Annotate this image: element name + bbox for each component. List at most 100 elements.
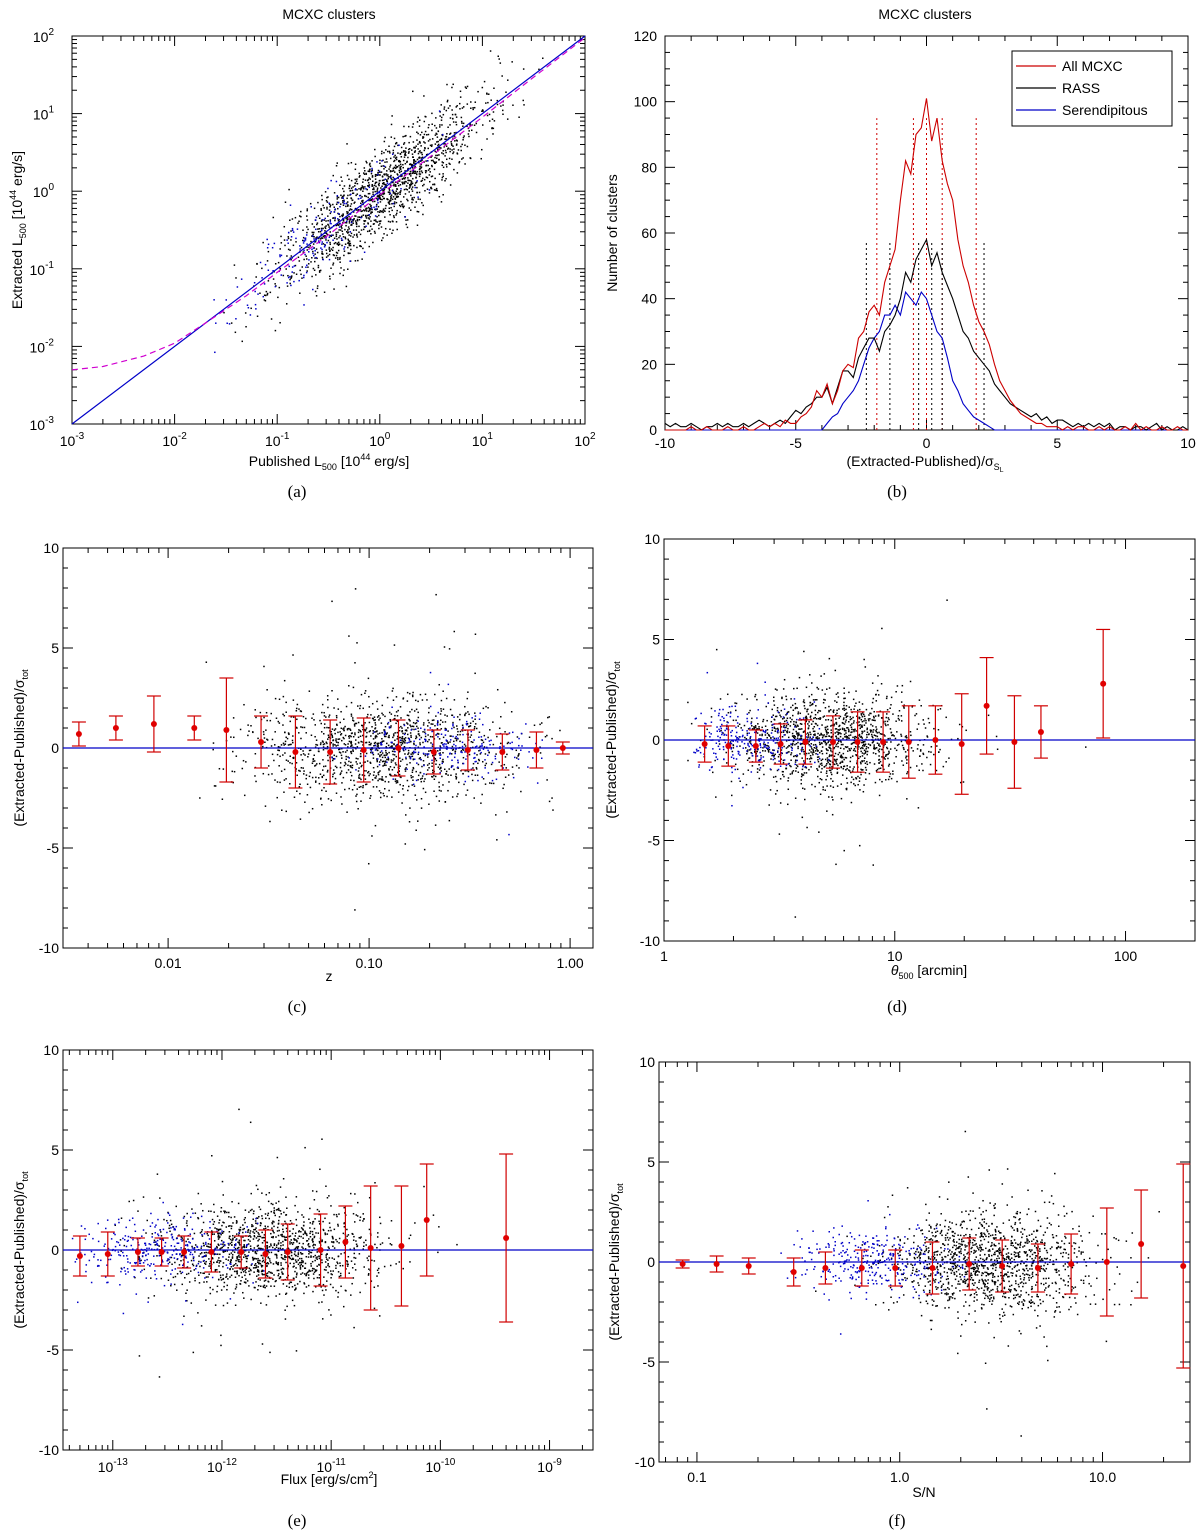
data-point xyxy=(269,719,272,722)
data-point xyxy=(492,743,495,746)
data-point xyxy=(307,263,310,265)
data-point xyxy=(320,220,323,222)
data-point xyxy=(322,743,325,746)
data-point xyxy=(459,108,461,110)
data-point xyxy=(428,803,430,805)
data-point xyxy=(276,781,279,783)
data-point xyxy=(383,233,385,235)
data-point xyxy=(321,251,323,253)
data-point xyxy=(333,288,335,290)
data-point xyxy=(406,160,408,163)
data-point xyxy=(438,146,440,149)
data-point xyxy=(233,264,236,266)
data-point xyxy=(432,159,434,162)
data-point xyxy=(453,168,455,171)
data-point xyxy=(358,188,360,190)
data-point xyxy=(395,782,398,784)
data-point xyxy=(462,726,464,729)
data-point xyxy=(397,771,399,774)
data-point xyxy=(265,290,268,293)
data-point xyxy=(390,761,393,763)
data-point xyxy=(355,209,358,211)
data-point xyxy=(247,306,250,309)
data-point xyxy=(820,759,823,762)
data-point xyxy=(295,710,298,712)
data-point xyxy=(371,702,374,705)
data-point xyxy=(785,726,787,729)
data-point xyxy=(372,766,375,769)
data-point xyxy=(297,256,300,259)
data-point xyxy=(415,145,417,147)
data-point xyxy=(425,773,428,776)
data-point xyxy=(785,767,787,770)
data-point xyxy=(447,742,449,745)
data-point xyxy=(377,779,379,782)
data-point xyxy=(388,726,391,728)
data-point xyxy=(445,163,448,166)
data-point xyxy=(318,228,321,230)
data-point xyxy=(428,750,430,752)
data-point xyxy=(810,751,812,753)
data-point xyxy=(396,743,399,746)
data-point xyxy=(354,189,357,191)
data-point xyxy=(343,199,345,202)
data-point xyxy=(819,793,822,796)
data-point xyxy=(352,719,354,721)
data-point xyxy=(312,760,314,763)
data-point xyxy=(384,761,386,763)
data-point xyxy=(300,737,302,740)
data-point xyxy=(336,724,338,726)
data-point xyxy=(442,153,445,155)
data-point xyxy=(846,715,849,717)
data-point xyxy=(375,775,378,777)
data-point xyxy=(448,781,450,783)
data-point xyxy=(369,730,371,732)
data-point xyxy=(791,704,794,707)
data-point xyxy=(378,719,380,721)
data-point xyxy=(284,752,286,754)
data-point xyxy=(390,774,392,777)
data-point xyxy=(379,198,382,201)
data-point xyxy=(331,756,334,759)
data-point xyxy=(773,704,776,706)
data-point xyxy=(404,753,406,755)
data-point xyxy=(481,739,484,742)
data-point xyxy=(816,756,819,758)
data-point xyxy=(337,202,340,204)
data-point xyxy=(510,711,513,713)
data-point xyxy=(424,754,427,757)
data-point xyxy=(333,211,336,213)
data-point xyxy=(399,757,401,759)
data-point xyxy=(358,231,360,233)
data-point xyxy=(417,700,419,703)
data-point xyxy=(389,192,392,195)
data-point xyxy=(293,280,295,283)
data-point xyxy=(345,220,348,223)
data-point xyxy=(512,776,515,779)
data-point xyxy=(374,173,377,176)
data-point xyxy=(874,715,877,717)
data-point xyxy=(383,764,385,767)
data-point xyxy=(470,768,473,771)
data-point xyxy=(874,781,877,784)
data-point xyxy=(795,706,797,709)
data-point xyxy=(283,679,286,682)
data-point xyxy=(442,784,444,786)
data-point xyxy=(817,749,819,752)
data-point xyxy=(404,176,407,179)
data-point xyxy=(330,741,333,744)
data-point xyxy=(351,744,353,746)
data-point xyxy=(390,195,392,198)
data-point xyxy=(328,716,330,718)
data-point xyxy=(398,171,401,174)
data-point xyxy=(849,724,852,727)
data-point xyxy=(795,770,797,772)
data-point xyxy=(817,758,819,761)
data-point xyxy=(382,714,384,716)
data-point xyxy=(332,203,334,206)
data-point xyxy=(474,760,476,763)
data-point xyxy=(808,740,810,743)
data-point xyxy=(233,770,236,773)
data-point xyxy=(300,710,303,713)
data-point xyxy=(398,736,401,739)
